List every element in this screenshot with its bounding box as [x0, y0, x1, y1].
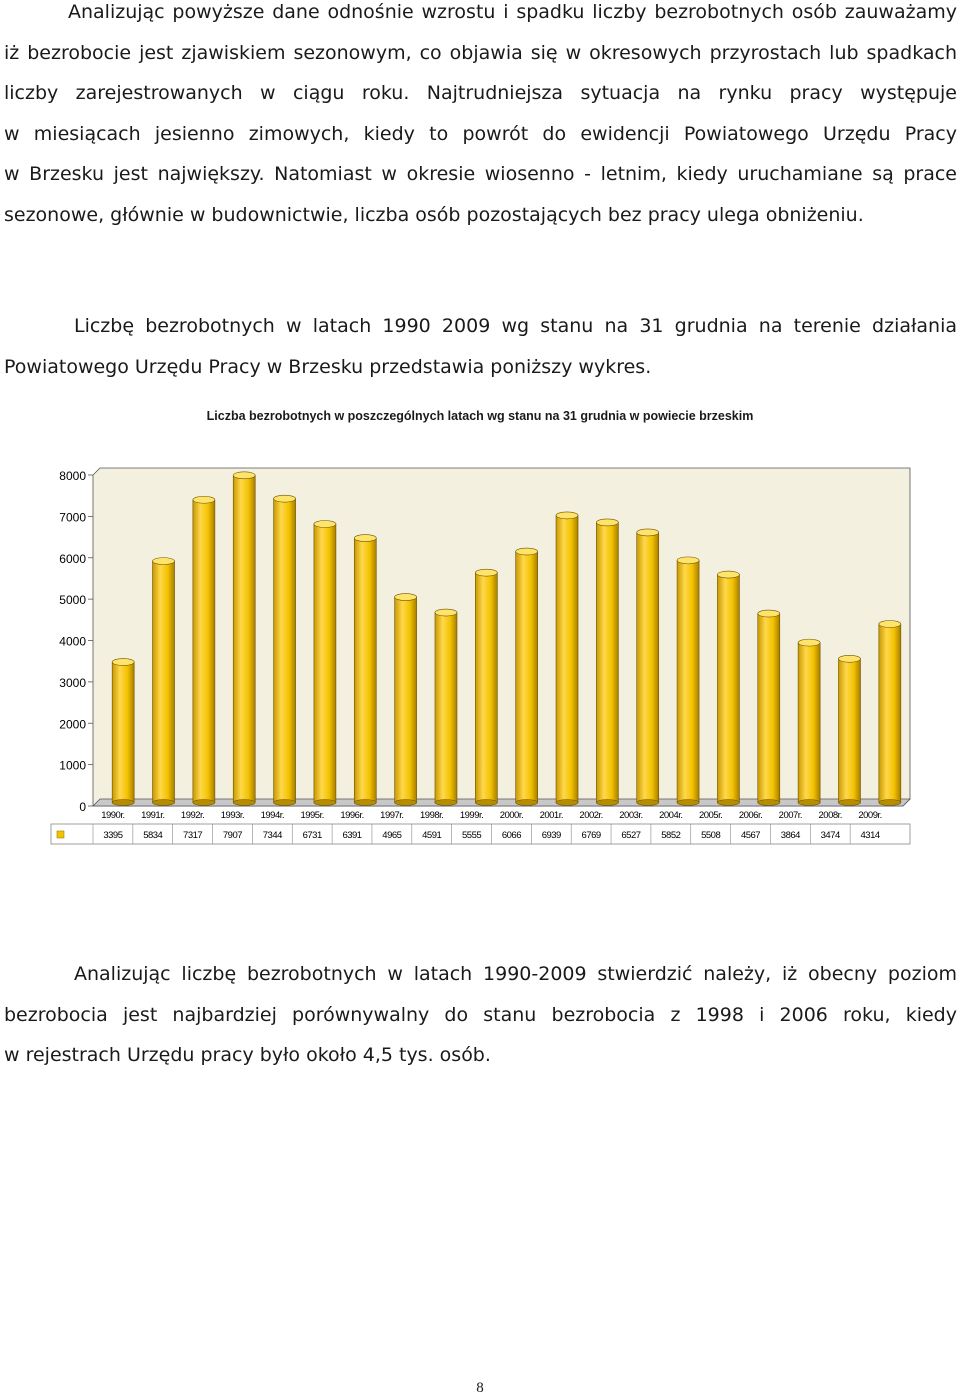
x-tick-label: 1998r.	[420, 810, 443, 821]
chart-title: Liczba bezrobotnych w poszczególnych lat…	[206, 409, 754, 423]
bar-2008r.	[838, 654, 861, 806]
x-tick-label: 2005r.	[699, 810, 722, 821]
x-tick-label: 1999r.	[460, 810, 483, 821]
y-tick-label: 8000	[59, 469, 86, 483]
text-line: Liczbę bezrobotnych w latach 1990 2009 w…	[74, 315, 957, 337]
text-line: Powiatowego Urzędu Pracy w Brzesku przed…	[4, 355, 652, 378]
x-tick-label: 2009r.	[858, 810, 881, 821]
x-tick-label: 2007r.	[779, 810, 802, 821]
text-line: Analizując powyższe dane odnośnie wzrost…	[68, 1, 957, 23]
y-tick-label: 7000	[59, 510, 86, 524]
x-tick-label: 2000r.	[500, 810, 523, 821]
data-label: 7907	[223, 830, 242, 841]
x-tick-label: 2004r.	[659, 810, 682, 821]
paragraph-chart-intro: Liczbę bezrobotnych w latach 1990 2009 w…	[4, 306, 957, 387]
x-tick-label: 2003r.	[619, 810, 642, 821]
bar-2004r.	[676, 556, 700, 806]
bar-1994r.	[273, 494, 296, 806]
chart-bars	[111, 471, 902, 806]
x-tick-label: 1994r.	[261, 810, 284, 821]
x-tick-label: 2006r.	[739, 810, 762, 821]
paragraph-conclusion: Analizując liczbę bezrobotnych w latach …	[4, 954, 957, 1076]
bar-1993r.	[232, 471, 256, 806]
data-label: 5555	[462, 830, 481, 841]
y-axis-ticks: 0 1000 2000 3000 4000 5000 6000 7000 8000	[59, 469, 93, 814]
y-tick-label: 0	[79, 800, 86, 814]
y-tick-label: 3000	[59, 676, 86, 690]
data-label: 6527	[621, 830, 640, 841]
text-line: w rejestrach Urzędu pracy było około 4,5…	[4, 1044, 491, 1066]
x-tick-label: 1991r.	[141, 810, 164, 821]
y-tick-label: 6000	[59, 552, 86, 566]
bar-2003r.	[636, 528, 660, 806]
data-label: 6391	[342, 830, 361, 841]
data-label: 5834	[143, 830, 162, 841]
y-tick-label: 2000	[59, 717, 86, 731]
data-label: 4965	[382, 830, 401, 841]
text-line: Analizując liczbę bezrobotnych w latach …	[74, 963, 957, 985]
bar-2007r.	[797, 638, 821, 806]
bar-2002r.	[596, 518, 619, 806]
x-tick-label: 1993r.	[221, 810, 244, 821]
bar-1991r.	[152, 557, 175, 806]
data-label: 6769	[582, 830, 601, 841]
chart-plot-frame	[92, 467, 911, 807]
text-line: sezonowe, głównie w budownictwie, liczba…	[4, 203, 864, 226]
data-label: 6066	[502, 830, 521, 841]
x-tick-label: 2001r.	[540, 810, 563, 821]
x-tick-label: 2008r.	[819, 810, 842, 821]
text-line: w Brzesku jest największy. Natomiast w o…	[4, 163, 957, 185]
paragraph-seasonality: Analizując powyższe dane odnośnie wzrost…	[4, 0, 957, 235]
bar-1998r.	[434, 608, 458, 806]
data-label: 4591	[422, 830, 441, 841]
data-label: 3474	[821, 830, 840, 841]
x-tick-label: 1996r.	[340, 810, 363, 821]
data-label: 4567	[741, 830, 760, 841]
bar-1996r.	[353, 534, 377, 806]
data-label: 5852	[661, 830, 680, 841]
data-label: 3864	[781, 830, 800, 841]
x-tick-label: 1995r.	[300, 810, 323, 821]
bar-chart: 0 1000 2000 3000 4000 5000 6000 7000 8000 1990r.…	[50, 467, 911, 845]
text-line: iż bezrobocie jest zjawiskiem sezonowym,…	[4, 41, 957, 64]
x-tick-label: 1990r.	[101, 810, 124, 821]
bar-2006r.	[757, 609, 781, 806]
bar-2005r.	[717, 570, 740, 806]
bar-1999r.	[475, 568, 498, 806]
plot-background	[92, 467, 911, 807]
data-label: 7344	[263, 830, 282, 841]
y-tick-label: 4000	[59, 635, 86, 649]
page-number: 8	[476, 1380, 484, 1396]
bar-2000r.	[515, 547, 538, 806]
x-tick-label: 1997r.	[380, 810, 403, 821]
data-table: 1990r. 3395 1991r. 5834 1992r. 7317 1993r. 7907…	[50, 810, 911, 845]
table-border	[50, 823, 911, 845]
plot-floor	[92, 798, 911, 807]
data-label: 6939	[542, 830, 561, 841]
text-line: liczby zarejestrowanych w ciągu roku. Na…	[4, 82, 957, 104]
x-tick-label: 2002r.	[579, 810, 602, 821]
x-tick-label: 1992r.	[181, 810, 204, 821]
text-line: w miesiącach jesienno zimowych, kiedy to…	[4, 122, 957, 145]
legend-key	[56, 830, 65, 839]
data-label: 4314	[861, 830, 880, 841]
bar-1990r.	[111, 658, 135, 806]
bar-2001r.	[555, 511, 579, 806]
data-label: 7317	[183, 830, 202, 841]
data-label: 5508	[701, 830, 720, 841]
data-label: 6731	[303, 830, 322, 841]
y-tick-label: 1000	[59, 759, 86, 773]
text-line: bezrobocia jest najbardziej porównywalny…	[4, 1003, 957, 1026]
bar-1992r.	[192, 495, 216, 806]
bar-1995r.	[313, 520, 337, 806]
bar-1997r.	[394, 593, 417, 806]
bar-2009r.	[878, 620, 902, 806]
y-tick-label: 5000	[59, 593, 86, 607]
data-label: 3395	[103, 830, 122, 841]
